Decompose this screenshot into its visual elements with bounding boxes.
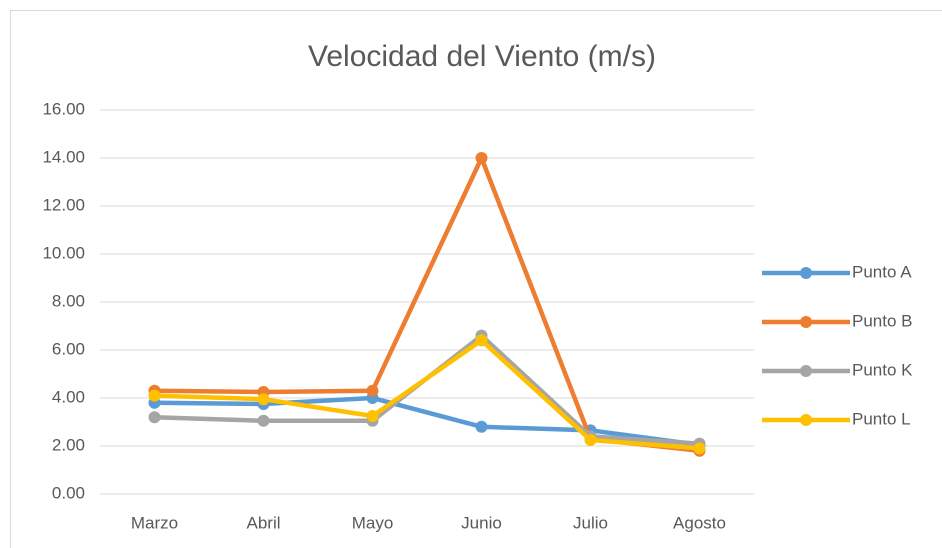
y-tick-label: 0.00 [52,483,85,502]
x-tick-label: Marzo [131,513,178,532]
y-tick-label: 4.00 [52,387,85,406]
y-tick-label: 6.00 [52,339,85,358]
data-point [475,334,488,347]
y-tick-label: 2.00 [52,435,85,454]
x-tick-label: Julio [573,513,608,532]
data-point [148,389,161,402]
data-point [366,384,379,397]
x-tick-label: Junio [461,513,502,532]
x-tick-label: Agosto [673,513,726,532]
legend-marker [800,414,812,426]
legend-label: Punto K [852,360,913,379]
y-tick-label: 16.00 [42,99,85,118]
series-line [154,155,700,454]
data-point [693,442,706,455]
data-point [366,410,379,422]
legend-marker [800,316,812,328]
legend-label: Punto B [852,311,913,330]
legend-label: Punto L [852,409,911,428]
chart-title: Velocidad del Viento (m/s) [308,40,656,73]
series-line [154,395,700,448]
chart-border [10,10,942,548]
data-point [148,411,161,424]
data-point [475,152,488,164]
legend-marker [800,267,812,279]
y-tick-label: 10.00 [42,243,85,262]
data-point [257,393,270,406]
y-tick-label: 14.00 [42,147,85,166]
series-line [154,338,700,451]
data-point [584,434,597,446]
y-tick-label: 12.00 [42,195,85,214]
legend-marker [800,365,812,377]
data-point [475,420,488,433]
legend-label: Punto A [852,262,912,281]
x-tick-label: Mayo [352,513,394,532]
x-tick-label: Abril [246,513,280,532]
y-tick-label: 8.00 [52,291,85,310]
data-point [257,414,270,427]
